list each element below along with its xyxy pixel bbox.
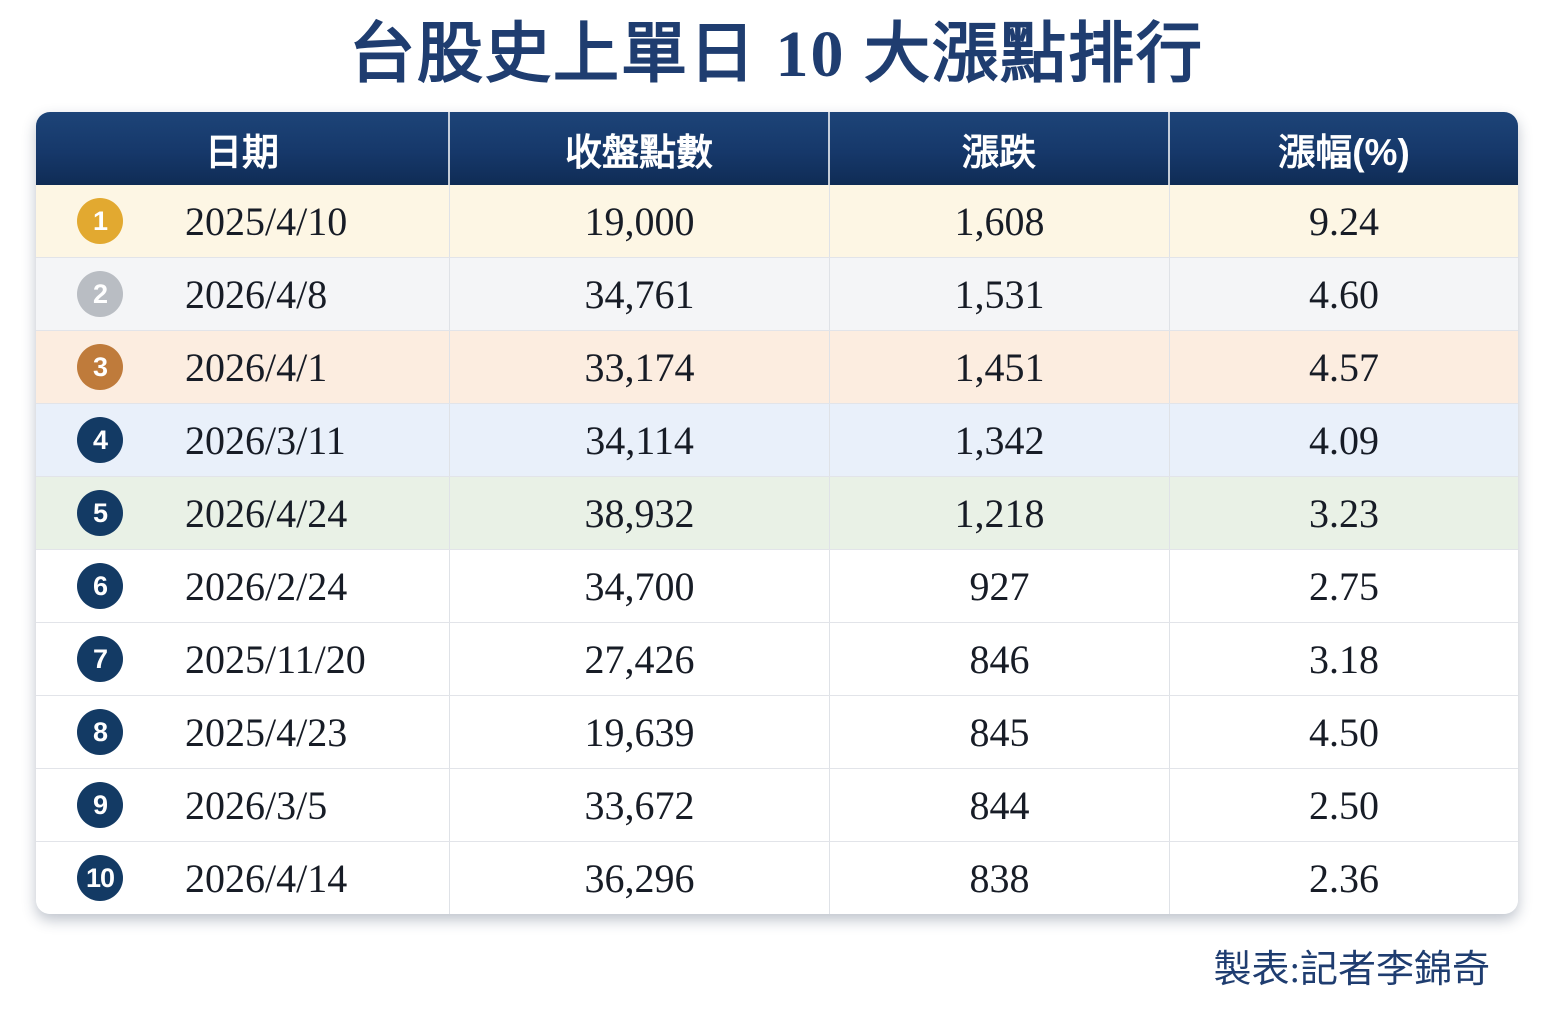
column-header-close: 收盤點數 <box>450 112 831 185</box>
pct-value: 3.23 <box>1309 490 1379 536</box>
rank-badge: 1 <box>77 198 123 244</box>
change-value: 927 <box>830 550 1171 622</box>
date-cell: 8 2025/4/23 <box>36 696 451 768</box>
date-value: 2025/4/10 <box>185 198 348 244</box>
pct-value: 4.60 <box>1309 271 1379 317</box>
column-header-date: 日期 <box>36 112 451 185</box>
date-cell: 10 2026/4/14 <box>36 842 451 914</box>
date-cell: 2 2026/4/8 <box>36 258 451 330</box>
column-header-change: 漲跌 <box>830 112 1171 185</box>
page-title: 台股史上單日 10 大漲點排行 <box>349 18 1204 91</box>
close-value: 34,761 <box>450 258 831 330</box>
date-value: 2026/4/24 <box>185 490 348 536</box>
date-value: 2025/11/20 <box>185 636 366 682</box>
date-value: 2025/4/23 <box>185 709 348 755</box>
table-row: 2 2026/4/8 34,761 1,531 4.60 <box>36 257 1518 330</box>
table-body: 1 2025/4/10 19,000 1,608 9.24 2 2026/4/8… <box>36 185 1518 914</box>
pct-value: 2.75 <box>1309 563 1379 609</box>
date-cell: 1 2025/4/10 <box>36 185 451 257</box>
date-cell: 7 2025/11/20 <box>36 623 451 695</box>
close-value: 33,672 <box>450 769 831 841</box>
pct-value: 2.50 <box>1309 782 1379 828</box>
close-value: 38,932 <box>450 477 831 549</box>
close-value: 34,700 <box>450 550 831 622</box>
table-row: 9 2026/3/5 33,672 844 2.50 <box>36 768 1518 841</box>
date-cell: 4 2026/3/11 <box>36 404 451 476</box>
rank-badge: 8 <box>77 709 123 755</box>
date-value: 2026/3/11 <box>185 417 346 463</box>
pct-value: 4.57 <box>1309 344 1379 390</box>
change-value: 838 <box>830 842 1171 914</box>
ranking-table: 日期 收盤點數 漲跌 漲幅(%) 1 2025/4/10 19,000 1,60… <box>36 112 1518 914</box>
table-row: 10 2026/4/14 36,296 838 2.36 <box>36 841 1518 914</box>
pct-value: 4.09 <box>1309 417 1379 463</box>
close-value: 36,296 <box>450 842 831 914</box>
rank-badge: 4 <box>77 417 123 463</box>
table-row: 6 2026/2/24 34,700 927 2.75 <box>36 549 1518 622</box>
credit-line: 製表:記者李錦奇 <box>1213 949 1490 991</box>
table-row: 4 2026/3/11 34,114 1,342 4.09 <box>36 403 1518 476</box>
table-row: 7 2025/11/20 27,426 846 3.18 <box>36 622 1518 695</box>
change-value: 844 <box>830 769 1171 841</box>
date-value: 2026/4/8 <box>185 271 328 317</box>
pct-value: 4.50 <box>1309 709 1379 755</box>
rank-badge: 7 <box>77 636 123 682</box>
date-cell: 9 2026/3/5 <box>36 769 451 841</box>
table-row: 8 2025/4/23 19,639 845 4.50 <box>36 695 1518 768</box>
table-row: 1 2025/4/10 19,000 1,608 9.24 <box>36 185 1518 257</box>
table-row: 3 2026/4/1 33,174 1,451 4.57 <box>36 330 1518 403</box>
rank-badge: 2 <box>77 271 123 317</box>
change-value: 1,531 <box>830 258 1171 330</box>
rank-badge: 10 <box>77 855 123 901</box>
close-value: 34,114 <box>450 404 831 476</box>
date-cell: 6 2026/2/24 <box>36 550 451 622</box>
close-value: 19,000 <box>450 185 831 257</box>
change-value: 846 <box>830 623 1171 695</box>
close-value: 33,174 <box>450 331 831 403</box>
column-header-pct: 漲幅(%) <box>1278 131 1410 173</box>
date-cell: 3 2026/4/1 <box>36 331 451 403</box>
close-value: 27,426 <box>450 623 831 695</box>
change-value: 1,608 <box>830 185 1171 257</box>
pct-value: 2.36 <box>1309 855 1379 901</box>
close-value: 19,639 <box>450 696 831 768</box>
date-value: 2026/3/5 <box>185 782 328 828</box>
change-value: 845 <box>830 696 1171 768</box>
change-value: 1,342 <box>830 404 1171 476</box>
date-cell: 5 2026/4/24 <box>36 477 451 549</box>
pct-value: 9.24 <box>1309 198 1379 244</box>
rank-badge: 5 <box>77 490 123 536</box>
date-value: 2026/2/24 <box>185 563 348 609</box>
table-row: 5 2026/4/24 38,932 1,218 3.23 <box>36 476 1518 549</box>
rank-badge: 9 <box>77 782 123 828</box>
date-value: 2026/4/14 <box>185 855 348 901</box>
date-value: 2026/4/1 <box>185 344 328 390</box>
rank-badge: 3 <box>77 344 123 390</box>
rank-badge: 6 <box>77 563 123 609</box>
table-header-row: 日期 收盤點數 漲跌 漲幅(%) <box>36 112 1518 185</box>
change-value: 1,451 <box>830 331 1171 403</box>
pct-value: 3.18 <box>1309 636 1379 682</box>
change-value: 1,218 <box>830 477 1171 549</box>
